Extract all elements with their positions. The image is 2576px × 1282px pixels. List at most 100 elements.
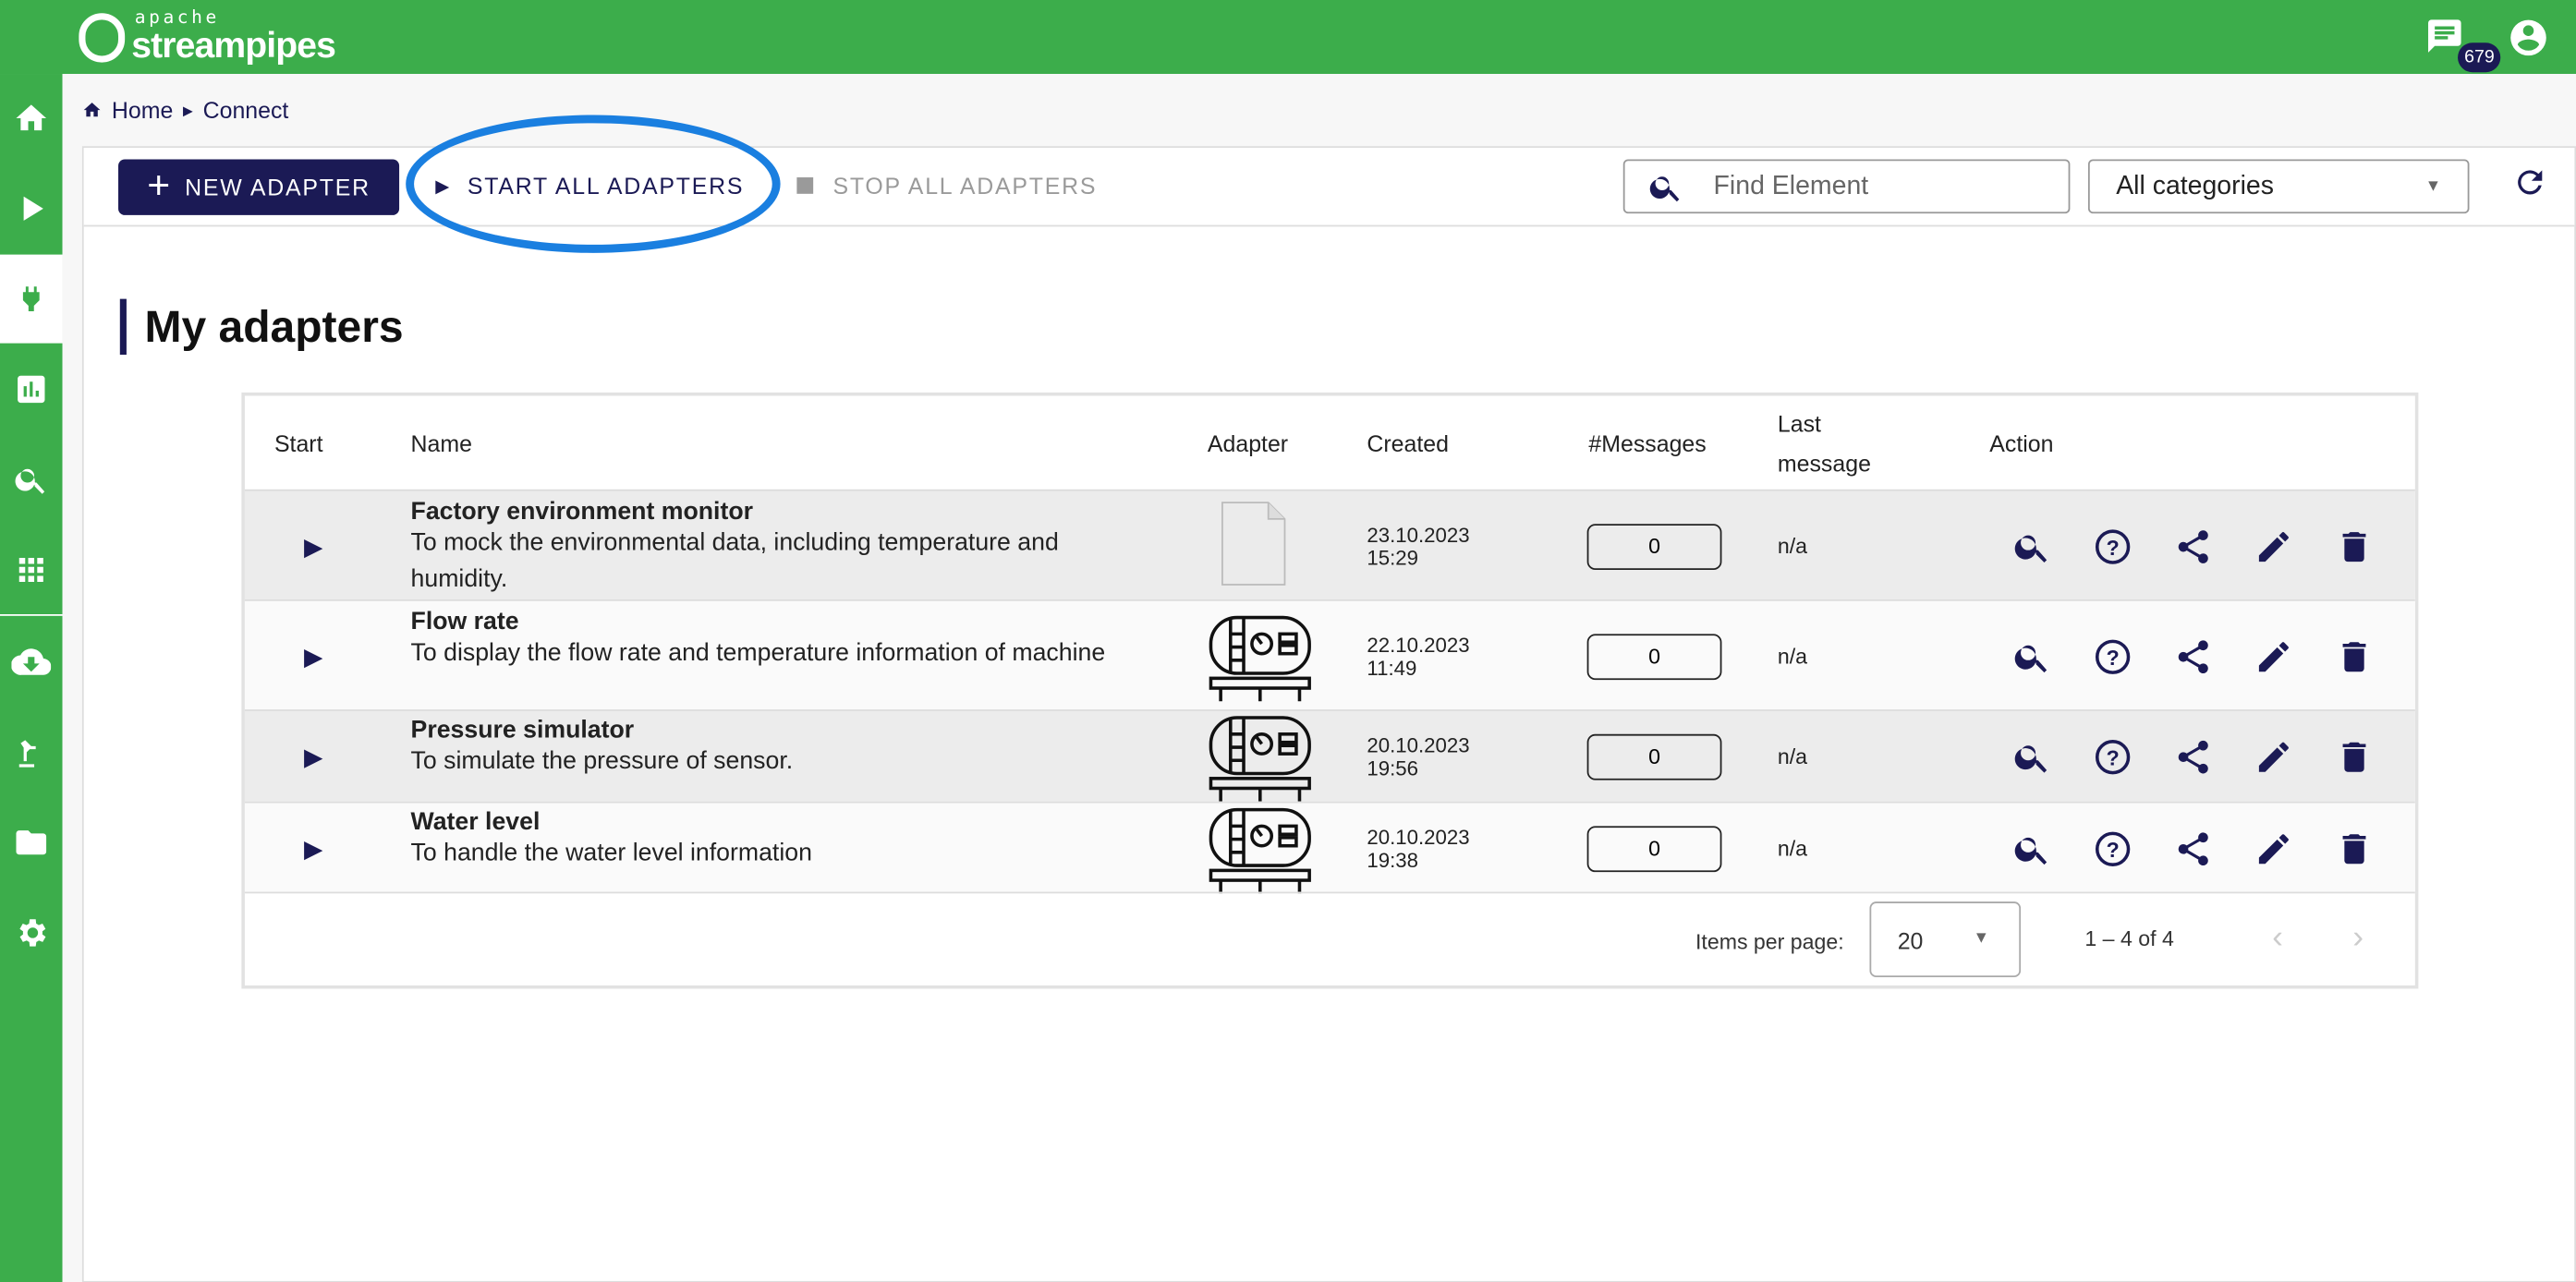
edit-button[interactable]	[2254, 526, 2294, 574]
robot-arm-icon	[18, 740, 36, 768]
sidebar-item-home[interactable]	[0, 74, 63, 163]
details-button[interactable]	[2012, 829, 2052, 877]
page-title: My adapters	[119, 298, 404, 356]
help-button[interactable]: ?	[2093, 737, 2132, 785]
start-adapter-button[interactable]: ▶	[303, 836, 323, 865]
sidebar-item-files[interactable]	[0, 798, 63, 887]
search-icon	[1649, 175, 1680, 201]
last-message: n/a	[1777, 836, 1808, 861]
home-icon	[16, 104, 47, 131]
edit-icon	[2258, 742, 2289, 772]
created-date: 20.10.2023	[1367, 733, 1470, 757]
tank-machine-icon	[1209, 807, 1311, 894]
new-adapter-label: NEW ADAPTER	[185, 174, 371, 200]
adapter-type-icon	[1221, 500, 1286, 590]
header-name: Name	[410, 429, 472, 457]
delete-button[interactable]	[2335, 737, 2375, 785]
delete-button[interactable]	[2335, 829, 2375, 877]
help-icon: ?	[2095, 740, 2131, 775]
items-per-page-select[interactable]: 20 ▼	[1869, 901, 2022, 977]
find-element-input[interactable]: Find Element	[1622, 159, 2071, 214]
share-button[interactable]	[2173, 737, 2213, 785]
notification-badge: 679	[2458, 42, 2501, 73]
highlight-ellipse	[406, 115, 781, 253]
edit-button[interactable]	[2254, 829, 2294, 877]
sidebar-item-settings[interactable]	[0, 889, 63, 977]
help-button[interactable]: ?	[2093, 636, 2132, 684]
svg-text:?: ?	[2107, 746, 2120, 770]
sidebar-item-explorer[interactable]	[0, 435, 63, 524]
share-button[interactable]	[2173, 526, 2213, 574]
refresh-icon[interactable]	[2512, 164, 2548, 200]
sidebar-item-install[interactable]	[0, 618, 63, 707]
file-icon	[1221, 501, 1286, 586]
row-actions: ?	[2012, 829, 2374, 877]
details-button[interactable]	[2012, 636, 2052, 684]
start-all-adapters-button[interactable]: ▶ START ALL ADAPTERS	[435, 173, 744, 199]
help-button[interactable]: ?	[2093, 829, 2132, 877]
adapter-type-icon	[1208, 611, 1313, 708]
help-icon: ?	[2095, 528, 2131, 563]
next-page-button[interactable]: ›	[2352, 919, 2364, 956]
logo-apache-text: apache	[134, 6, 220, 29]
stop-all-adapters-button[interactable]: STOP ALL ADAPTERS	[796, 173, 1097, 199]
toolbar: + NEW ADAPTER ▶ START ALL ADAPTERS STOP AL…	[83, 115, 2575, 253]
sidebar-item-pipelines[interactable]	[0, 164, 63, 253]
start-all-label: START ALL ADAPTERS	[467, 172, 745, 200]
start-adapter-button[interactable]: ▶	[303, 532, 323, 562]
sidebar-item-dashboard[interactable]	[0, 345, 63, 433]
edit-button[interactable]	[2254, 737, 2294, 785]
share-button[interactable]	[2173, 829, 2213, 877]
paginator: Items per page: 20 ▼ 1 – 4 of 4 ‹ ›	[245, 892, 2415, 989]
header-created: Created	[1367, 429, 1449, 457]
delete-button[interactable]	[2335, 636, 2375, 684]
category-value: All categories	[2116, 171, 2274, 200]
dropdown-arrow-icon: ▼	[2424, 177, 2442, 196]
new-adapter-button[interactable]: + NEW ADAPTER	[118, 159, 400, 215]
message-count: 0	[1586, 633, 1722, 680]
stop-all-label: STOP ALL ADAPTERS	[832, 172, 1098, 200]
header-messages: #Messages	[1588, 429, 1707, 457]
adapter-name: Water level	[410, 807, 541, 837]
content-panel: + NEW ADAPTER ▶ START ALL ADAPTERS STOP AL…	[81, 115, 2576, 1282]
share-icon	[2178, 740, 2208, 774]
adapter-description: To mock the environmental data, includin…	[410, 528, 1059, 593]
svg-text:?: ?	[2107, 645, 2120, 669]
delete-icon	[2342, 531, 2366, 562]
details-button[interactable]	[2012, 526, 2052, 574]
logo-name-text: streampipes	[131, 24, 336, 67]
sidebar-item-apps[interactable]	[0, 526, 63, 614]
account-icon[interactable]	[2507, 17, 2549, 59]
sidebar-item-assets[interactable]	[0, 708, 63, 796]
share-icon	[2178, 639, 2208, 673]
page-range: 1 – 4 of 4	[2084, 925, 2174, 951]
category-select[interactable]: All categories ▼	[2087, 159, 2470, 214]
start-adapter-button[interactable]: ▶	[303, 744, 323, 772]
created-date: 22.10.2023	[1367, 633, 1470, 657]
sidebar-item-connect[interactable]	[0, 254, 63, 344]
apps-icon	[18, 557, 43, 583]
help-button[interactable]: ?	[2093, 526, 2132, 574]
share-icon	[2178, 832, 2208, 866]
start-adapter-button[interactable]: ▶	[303, 643, 323, 671]
delete-button[interactable]	[2335, 526, 2375, 574]
edit-button[interactable]	[2254, 636, 2294, 684]
share-button[interactable]	[2173, 636, 2213, 684]
notifications-button[interactable]: 679	[2424, 17, 2501, 73]
row-actions: ?	[2012, 737, 2374, 785]
search-icon	[2014, 534, 2047, 562]
last-message: n/a	[1777, 532, 1808, 558]
cloud-download-icon	[11, 648, 52, 675]
adapter-type-icon	[1208, 711, 1313, 808]
details-button[interactable]	[2012, 737, 2052, 785]
home-icon	[83, 103, 101, 117]
play-icon: ▶	[435, 176, 452, 197]
svg-text:?: ?	[2107, 535, 2120, 559]
last-message: n/a	[1777, 643, 1808, 668]
adapter-name: Factory environment monitor	[410, 497, 754, 526]
last-message: n/a	[1777, 744, 1808, 769]
breadcrumb-home[interactable]: Home	[111, 96, 174, 124]
search-icon	[2014, 837, 2047, 865]
tank-machine-icon	[1209, 614, 1311, 701]
previous-page-button[interactable]: ‹	[2272, 919, 2283, 956]
